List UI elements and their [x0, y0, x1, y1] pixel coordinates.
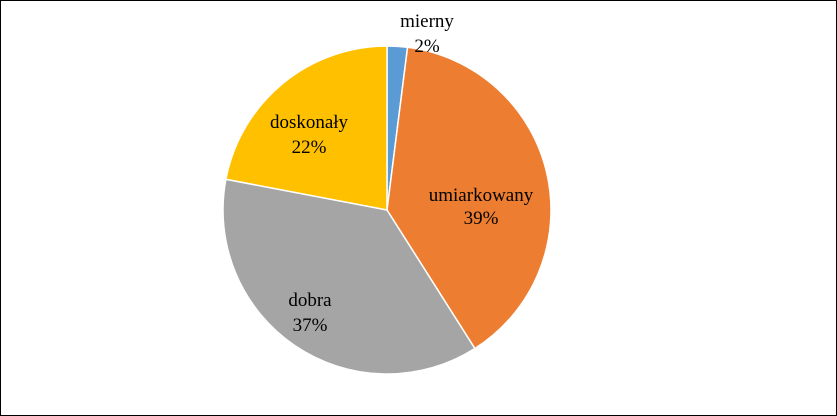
slice-label-umiarkowany: umiarkowany — [429, 185, 534, 206]
slice-value-doskonaly: 22% — [292, 137, 327, 158]
slice-value-mierny: 2% — [414, 36, 440, 57]
slice-label-mierny: mierny — [400, 11, 454, 32]
pie-slice-umiarkowany — [386, 46, 552, 350]
slice-value-dobra: 37% — [293, 315, 328, 336]
slice-label-dobra: dobra — [288, 290, 332, 311]
pie-slices — [222, 45, 552, 375]
pie-slice-doskonay — [225, 45, 388, 211]
pie-slice-dobra — [222, 178, 476, 375]
slice-label-doskonaly: doskonały — [270, 112, 349, 133]
slice-value-umiarkowany: 39% — [464, 208, 499, 229]
